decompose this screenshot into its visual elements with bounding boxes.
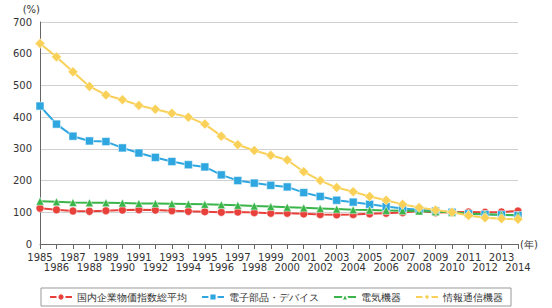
svg-text:2007: 2007 (389, 251, 416, 263)
svg-text:2001: 2001 (291, 251, 317, 263)
svg-text:1990: 1990 (110, 262, 135, 273)
svg-text:1988: 1988 (77, 262, 102, 273)
svg-text:2002: 2002 (307, 262, 332, 273)
svg-text:500: 500 (13, 80, 32, 91)
svg-text:2014: 2014 (505, 262, 530, 273)
svg-text:0: 0 (26, 239, 32, 250)
svg-text:電気機器: 電気機器 (361, 292, 401, 303)
svg-text:(年): (年) (520, 239, 538, 250)
svg-text:400: 400 (13, 112, 32, 123)
svg-text:100: 100 (13, 207, 32, 218)
svg-text:2004: 2004 (340, 262, 365, 273)
svg-text:電子部品・デバイス: 電子部品・デバイス (229, 292, 319, 303)
svg-text:1995: 1995 (192, 251, 218, 263)
svg-text:2012: 2012 (472, 262, 497, 273)
svg-text:1987: 1987 (60, 251, 86, 263)
svg-text:1992: 1992 (143, 262, 168, 273)
svg-text:2011: 2011 (455, 251, 482, 263)
svg-text:2003: 2003 (324, 251, 350, 263)
svg-text:2006: 2006 (373, 262, 398, 273)
svg-text:2008: 2008 (406, 262, 431, 273)
svg-text:1996: 1996 (209, 262, 234, 273)
svg-text:300: 300 (13, 143, 32, 154)
svg-text:1999: 1999 (258, 251, 284, 263)
svg-text:1998: 1998 (242, 262, 267, 273)
svg-text:1989: 1989 (93, 251, 119, 263)
svg-text:1986: 1986 (44, 262, 69, 273)
svg-text:1991: 1991 (126, 251, 152, 263)
svg-text:1997: 1997 (225, 251, 251, 263)
svg-text:2010: 2010 (439, 262, 464, 273)
svg-text:700: 700 (13, 17, 32, 28)
svg-text:2000: 2000 (275, 262, 300, 273)
svg-text:200: 200 (13, 175, 32, 186)
svg-text:(%): (%) (23, 4, 40, 15)
svg-text:600: 600 (13, 48, 32, 59)
svg-text:2009: 2009 (422, 251, 449, 263)
svg-text:2013: 2013 (488, 251, 515, 263)
svg-text:1994: 1994 (176, 262, 201, 273)
svg-text:情報通信機器: 情報通信機器 (442, 292, 503, 303)
svg-text:2005: 2005 (356, 251, 383, 263)
svg-text:国内企業物価指数総平均: 国内企業物価指数総平均 (77, 292, 187, 303)
svg-text:1993: 1993 (159, 251, 185, 263)
svg-text:1985: 1985 (27, 251, 53, 263)
